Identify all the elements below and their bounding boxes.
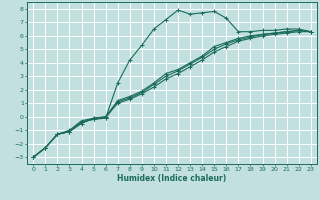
X-axis label: Humidex (Indice chaleur): Humidex (Indice chaleur) — [117, 174, 227, 183]
